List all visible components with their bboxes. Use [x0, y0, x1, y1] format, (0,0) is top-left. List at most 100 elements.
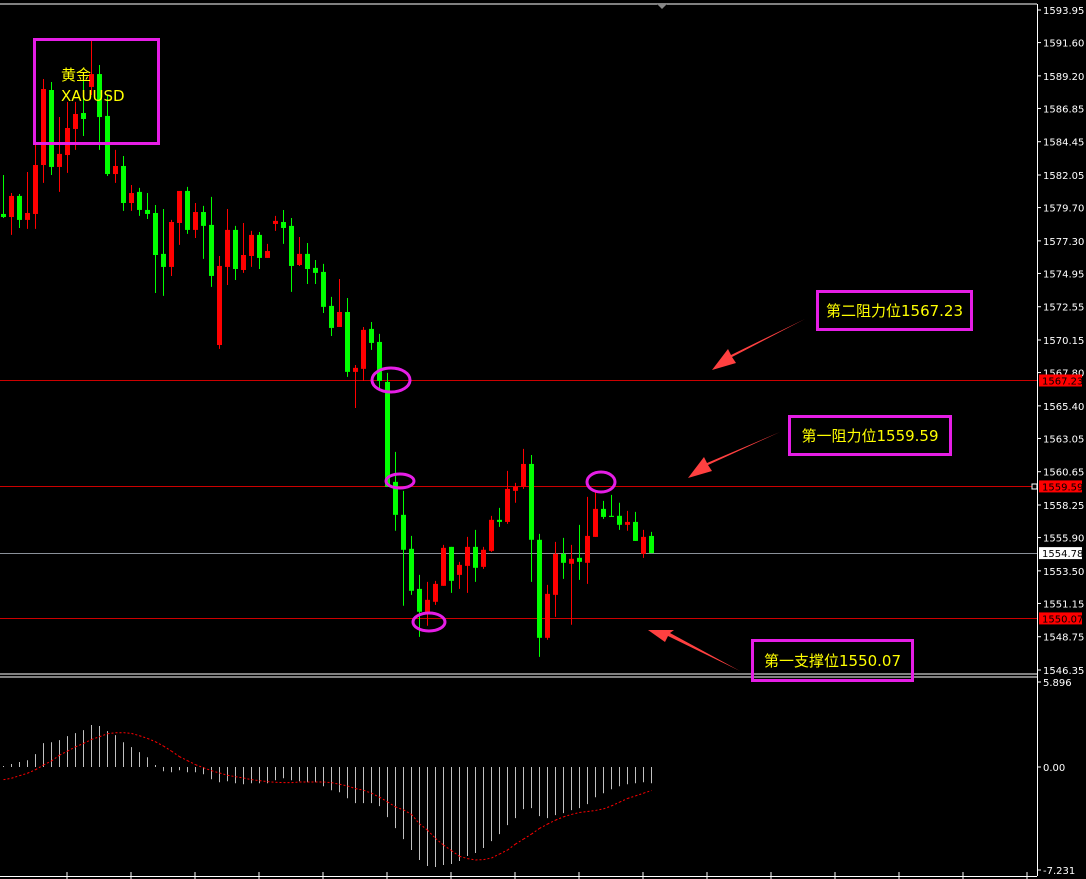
time-axis-ticks	[66, 872, 1028, 879]
chart-shift-marker-icon[interactable]	[657, 4, 667, 9]
macd-signal-segment	[259, 780, 268, 783]
candle-body	[385, 381, 390, 487]
macd-signal-segment	[523, 833, 532, 840]
symbol-label-box: 黄金 XAUUSD	[33, 38, 160, 145]
candle-body	[57, 153, 62, 167]
highlight-circle	[585, 470, 617, 494]
candle-down	[321, 263, 326, 313]
macd-signal-segment	[107, 732, 116, 735]
macd-signal-segment	[387, 801, 396, 808]
chart-frame	[0, 3, 1038, 877]
candle-up	[481, 546, 486, 569]
price-tag-bg	[1039, 612, 1082, 625]
macd-signal-segment	[211, 770, 220, 774]
macd-panel	[3, 725, 652, 867]
candle-down	[417, 574, 422, 637]
macd-signal-segment	[643, 790, 652, 794]
candle-down	[305, 242, 310, 284]
candle-down	[49, 81, 54, 175]
candle-body	[97, 74, 102, 118]
candle-body	[561, 553, 566, 563]
macd-signal-segment	[483, 857, 492, 861]
candle-body	[169, 222, 174, 267]
candle-down	[401, 490, 406, 606]
arrow-icon	[712, 319, 805, 370]
macd-signal-segment	[619, 798, 628, 803]
candle-body	[617, 515, 622, 525]
candle-down	[577, 524, 582, 580]
candle-down	[529, 454, 534, 582]
level-handle-icon[interactable]	[1031, 483, 1038, 490]
candle-body	[145, 209, 150, 214]
macd-signal-segment	[379, 796, 388, 803]
price-tick-label: 1584.45	[1043, 138, 1084, 149]
macd-signal-segment	[499, 849, 508, 855]
candle-up	[57, 117, 62, 192]
candle-body	[449, 546, 454, 581]
macd-signal-segment	[131, 732, 140, 737]
macd-signal-segment	[75, 743, 84, 748]
candle-body	[65, 127, 70, 156]
price-tick-label: 1555.90	[1043, 534, 1084, 545]
candle-body	[489, 519, 494, 551]
candle-up	[457, 561, 462, 589]
candle-body	[601, 508, 606, 517]
support-1-label: 第一支撑位1550.07	[751, 639, 914, 682]
macd-signal-segment	[403, 809, 412, 815]
candle-up	[337, 278, 342, 327]
candle-up	[273, 215, 278, 231]
price-tick-label: 1558.25	[1043, 501, 1084, 512]
candle-body	[353, 367, 358, 372]
macd-signal-segment	[547, 819, 556, 825]
macd-signal-segment	[355, 788, 364, 791]
candle-up	[641, 529, 646, 558]
candle-body	[313, 267, 318, 273]
macd-signal-segment	[515, 838, 524, 845]
candle-body	[129, 193, 134, 204]
candle-down	[393, 451, 398, 531]
candle-body	[233, 229, 238, 270]
price-tick-label: 1551.15	[1043, 599, 1084, 610]
candle-body	[441, 547, 446, 586]
candle-body	[537, 539, 542, 638]
candle-body	[161, 253, 166, 267]
highlight-circle	[384, 472, 416, 490]
candle-down	[617, 502, 622, 530]
candle-body	[513, 486, 518, 491]
candle-body	[225, 229, 230, 267]
price-tick-label: 1579.70	[1043, 204, 1084, 215]
candle-body	[297, 253, 302, 265]
macd-tick-label: 0.00	[1043, 763, 1065, 774]
candle-body	[545, 593, 550, 638]
price-tick-label: 1589.20	[1043, 72, 1084, 83]
candle-body	[553, 553, 558, 595]
candle-up	[241, 222, 246, 273]
symbol-name: 黄金	[61, 66, 92, 84]
candle-body	[345, 311, 350, 372]
candle-up	[169, 219, 174, 276]
candle-body	[209, 224, 214, 276]
candle-down	[633, 511, 638, 541]
candle-body	[257, 234, 262, 258]
candle-body	[1, 213, 6, 218]
price-tick-label: 1567.80	[1043, 369, 1084, 380]
price-tag-label: 1567.23	[1042, 376, 1083, 387]
macd-signal-segment	[371, 792, 380, 798]
candle-body	[481, 549, 486, 567]
macd-signal-segment	[603, 805, 612, 810]
candle-body	[529, 463, 534, 540]
candle-up	[89, 39, 94, 95]
candle-down	[289, 217, 294, 292]
price-tick-label: 1577.30	[1043, 237, 1084, 248]
candle-body	[137, 191, 142, 210]
macd-signal-segment	[331, 782, 340, 785]
price-tick-label: 1570.15	[1043, 336, 1084, 347]
candle-body	[641, 536, 646, 554]
macd-tick-label: 5.896	[1043, 678, 1072, 689]
price-tick-label: 1565.40	[1043, 402, 1084, 413]
annotation-arrows	[648, 319, 805, 671]
candle-up	[193, 203, 198, 238]
symbol-code: XAUUSD	[61, 87, 125, 105]
candle-body	[81, 113, 86, 119]
